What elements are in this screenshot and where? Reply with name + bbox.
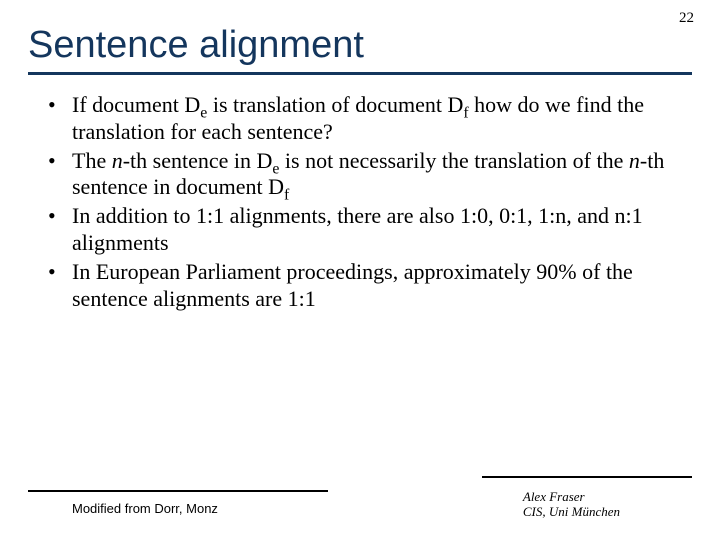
footer-author: Alex Fraser [523, 489, 620, 505]
text-run: is translation of document D [207, 92, 463, 117]
slide-title: Sentence alignment [28, 24, 364, 67]
bullet-item: If document De is translation of documen… [44, 92, 684, 146]
text-run: In addition to 1:1 alignments, there are… [72, 203, 643, 255]
title-underline [28, 72, 692, 75]
page-number: 22 [679, 10, 694, 27]
text-run: -th sentence in D [123, 148, 273, 173]
footer-credit-left: Modified from Dorr, Monz [72, 501, 218, 516]
text-run: If document D [72, 92, 200, 117]
bullet-item: The n-th sentence in De is not necessari… [44, 148, 684, 202]
text-run: The [72, 148, 112, 173]
footer-credit-right: Alex Fraser CIS, Uni München [523, 489, 620, 520]
text-run: n [629, 148, 640, 173]
footer-affiliation: CIS, Uni München [523, 504, 620, 520]
slide-body: If document De is translation of documen… [44, 92, 684, 315]
footer-rule-right [482, 476, 692, 478]
text-run: is not necessarily the translation of th… [279, 148, 628, 173]
bullet-item: In addition to 1:1 alignments, there are… [44, 203, 684, 257]
text-run: f [284, 187, 289, 204]
bullet-item: In European Parliament proceedings, appr… [44, 259, 684, 313]
text-run: n [112, 148, 123, 173]
footer-rule-left [28, 490, 328, 492]
bullet-list: If document De is translation of documen… [44, 92, 684, 313]
text-run: In European Parliament proceedings, appr… [72, 259, 633, 311]
